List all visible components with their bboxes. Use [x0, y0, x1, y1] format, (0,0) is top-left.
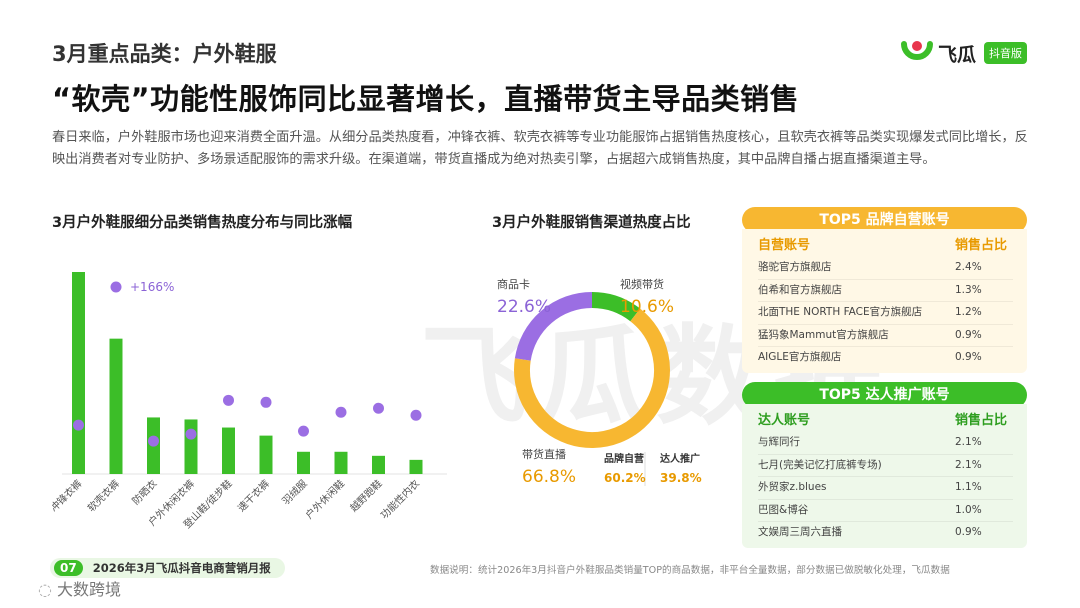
creator-accounts-panel: TOP5 达人推广账号 达人账号 销售占比 与辉同行 2.1% 七月(完美记忆打底裤…: [742, 382, 1027, 548]
channel-donut-chart: 商品卡 22.6% 视频带货 10.6% 带货直播 66.8% 品牌自营 60.2% 达人推广 3…: [497, 277, 702, 487]
bar-category-label-10: 功能性内衣: [378, 477, 423, 522]
growth-dot-2: [110, 281, 122, 293]
sub-label-1: 品牌自营: [604, 452, 644, 465]
bar-4: [184, 419, 198, 474]
brand-row: 骆驼官方旗舰店 2.4%: [758, 257, 1013, 280]
growth-dot-5: [223, 394, 234, 406]
brand-account-share: 0.9%: [955, 351, 982, 363]
creator-row: 七月(完美记忆打底裤专场) 2.1%: [758, 455, 1013, 477]
bar-category-label-1: 冲锋衣裤: [52, 477, 85, 514]
creator-account-share: 1.0%: [955, 503, 982, 516]
bar-category-label-3: 防晒衣: [129, 477, 159, 507]
creator-col-name: 达人账号: [758, 413, 811, 428]
bar-8: [334, 451, 348, 474]
report-name: 2026年3月飞瓜抖音电商营销月报: [92, 561, 271, 575]
growth-dot-9: [373, 402, 384, 414]
growth-annotation-1: +166%: [130, 280, 174, 294]
creator-account-name: 巴图&博谷: [758, 503, 809, 516]
page-number: 07: [54, 560, 83, 576]
brand-account-share: 2.4%: [955, 261, 982, 273]
growth-dot-6: [260, 396, 272, 408]
growth-dot-4: [185, 428, 197, 440]
brand-account-share: 1.3%: [955, 283, 982, 296]
brand-account-name: AIGLE官方旗舰店: [758, 351, 842, 363]
donut-value-2: 10.6%: [620, 297, 674, 317]
brand-account-name: 北面THE NORTH FACE官方旗舰店: [758, 306, 923, 318]
brand-col-share: 销售占比: [955, 238, 1008, 253]
donut-label-1: 商品卡: [497, 277, 530, 291]
section-title: 3月重点品类：户外鞋服: [52, 42, 277, 66]
brand-row: 猛犸象Mammut官方旗舰店 0.9%: [758, 325, 1013, 347]
creator-account-name: 文娱周三周六直播: [758, 526, 842, 538]
bar-category-label-7: 羽绒服: [279, 477, 309, 507]
creator-account-name: 七月(完美记忆打底裤专场): [758, 458, 882, 471]
bar-category-label-2: 软壳衣裤: [85, 477, 122, 514]
donut-chart-title: 3月户外鞋服销售渠道热度占比: [492, 215, 691, 231]
brand-account-share: 1.2%: [955, 306, 982, 318]
bar-chart-title: 3月户外鞋服细分品类销售热度分布与同比涨幅: [52, 215, 353, 231]
bar-2: [109, 338, 123, 474]
bar-10: [409, 459, 423, 474]
brand-panel-colhead: 自营账号 销售占比: [758, 235, 1013, 257]
bar-category-label-9: 越野跑鞋: [347, 477, 384, 514]
watermark-icon: ◌: [38, 580, 58, 599]
creator-account-share: 1.1%: [955, 481, 982, 493]
creator-account-name: 与辉同行: [758, 436, 800, 448]
footer-badge: 07 2026年3月飞瓜抖音电商营销月报: [50, 558, 285, 578]
sub-label-2: 达人推广: [660, 452, 700, 465]
brand-accounts-panel: TOP5 品牌自营账号 自营账号 销售占比 骆驼官方旗舰店 2.4% 伯希和官方旗舰…: [742, 207, 1027, 373]
logo-badge: 抖音版: [984, 42, 1027, 64]
donut-slice-1: [514, 292, 593, 361]
donut-label-3: 带货直播: [522, 447, 566, 461]
logo-name: 飞瓜: [938, 44, 977, 66]
bar-9: [372, 455, 385, 474]
creator-row: 外贸家z.blues 1.1%: [758, 477, 1013, 500]
bar-7: [297, 451, 310, 474]
feigua-logo-icon: [901, 41, 933, 60]
corner-watermark: ◌ 大数跨境: [38, 576, 121, 600]
headline: “软壳”功能性服饰同比显著增长，直播带货主导品类销售: [52, 82, 800, 116]
creator-col-share: 销售占比: [955, 413, 1008, 428]
brand-row: 北面THE NORTH FACE官方旗舰店 1.2%: [758, 302, 1013, 325]
donut-slice-3: [514, 308, 670, 448]
creator-account-share: 2.1%: [955, 458, 982, 471]
brand-col-name: 自营账号: [758, 238, 811, 253]
intro-paragraph: 春日来临，户外鞋服市场也迎来消费全面升温。从细分品类热度看，冲锋衣裤、软壳衣裤等…: [52, 130, 1028, 167]
growth-dot-8: [335, 406, 347, 418]
brand-panel-title: TOP5 品牌自营账号: [742, 207, 1027, 233]
bar-category-label-8: 户外休闲鞋: [303, 477, 348, 522]
creator-panel-colhead: 达人账号 销售占比: [758, 410, 1013, 432]
brand-account-name: 骆驼官方旗舰店: [758, 261, 832, 273]
brand-account-name: 伯希和官方旗舰店: [758, 283, 842, 296]
growth-dot-1: [73, 419, 84, 431]
creator-row: 与辉同行 2.1%: [758, 432, 1013, 455]
sub-value-1: 60.2%: [604, 471, 646, 485]
brand-row: 伯希和官方旗舰店 1.3%: [758, 280, 1013, 302]
bar-category-label-6: 速干衣裤: [235, 477, 272, 514]
donut-slice-2: [591, 292, 641, 322]
creator-account-share: 2.1%: [955, 436, 982, 448]
brand-account-name: 猛犸象Mammut官方旗舰店: [758, 328, 889, 341]
creator-account-share: 0.9%: [955, 526, 982, 538]
donut-value-3: 66.8%: [522, 467, 576, 487]
creator-account-name: 外贸家z.blues: [758, 481, 827, 493]
bar-1: [72, 272, 85, 474]
growth-dot-10: [410, 409, 422, 421]
creator-row: 文娱周三周六直播 0.9%: [758, 522, 1013, 544]
feigua-logo: 飞瓜 抖音版: [900, 38, 1028, 66]
growth-dot-7: [298, 425, 309, 437]
brand-row: AIGLE官方旗舰店 0.9%: [758, 347, 1013, 369]
brand-account-share: 0.9%: [955, 328, 982, 341]
bar-6: [259, 435, 273, 474]
growth-dot-3: [148, 435, 159, 447]
sub-value-2: 39.8%: [660, 471, 702, 485]
bar-5: [222, 427, 235, 474]
watermark-text: 大数跨境: [57, 580, 122, 599]
data-footnote: 数据说明：统计2026年3月抖音户外鞋服品类销量TOP的商品数据，非平台全量数据…: [430, 565, 950, 576]
donut-label-2: 视频带货: [620, 277, 664, 291]
creator-panel-title: TOP5 达人推广账号: [742, 382, 1027, 408]
creator-row: 巴图&博谷 1.0%: [758, 500, 1013, 522]
donut-value-1: 22.6%: [497, 297, 551, 317]
